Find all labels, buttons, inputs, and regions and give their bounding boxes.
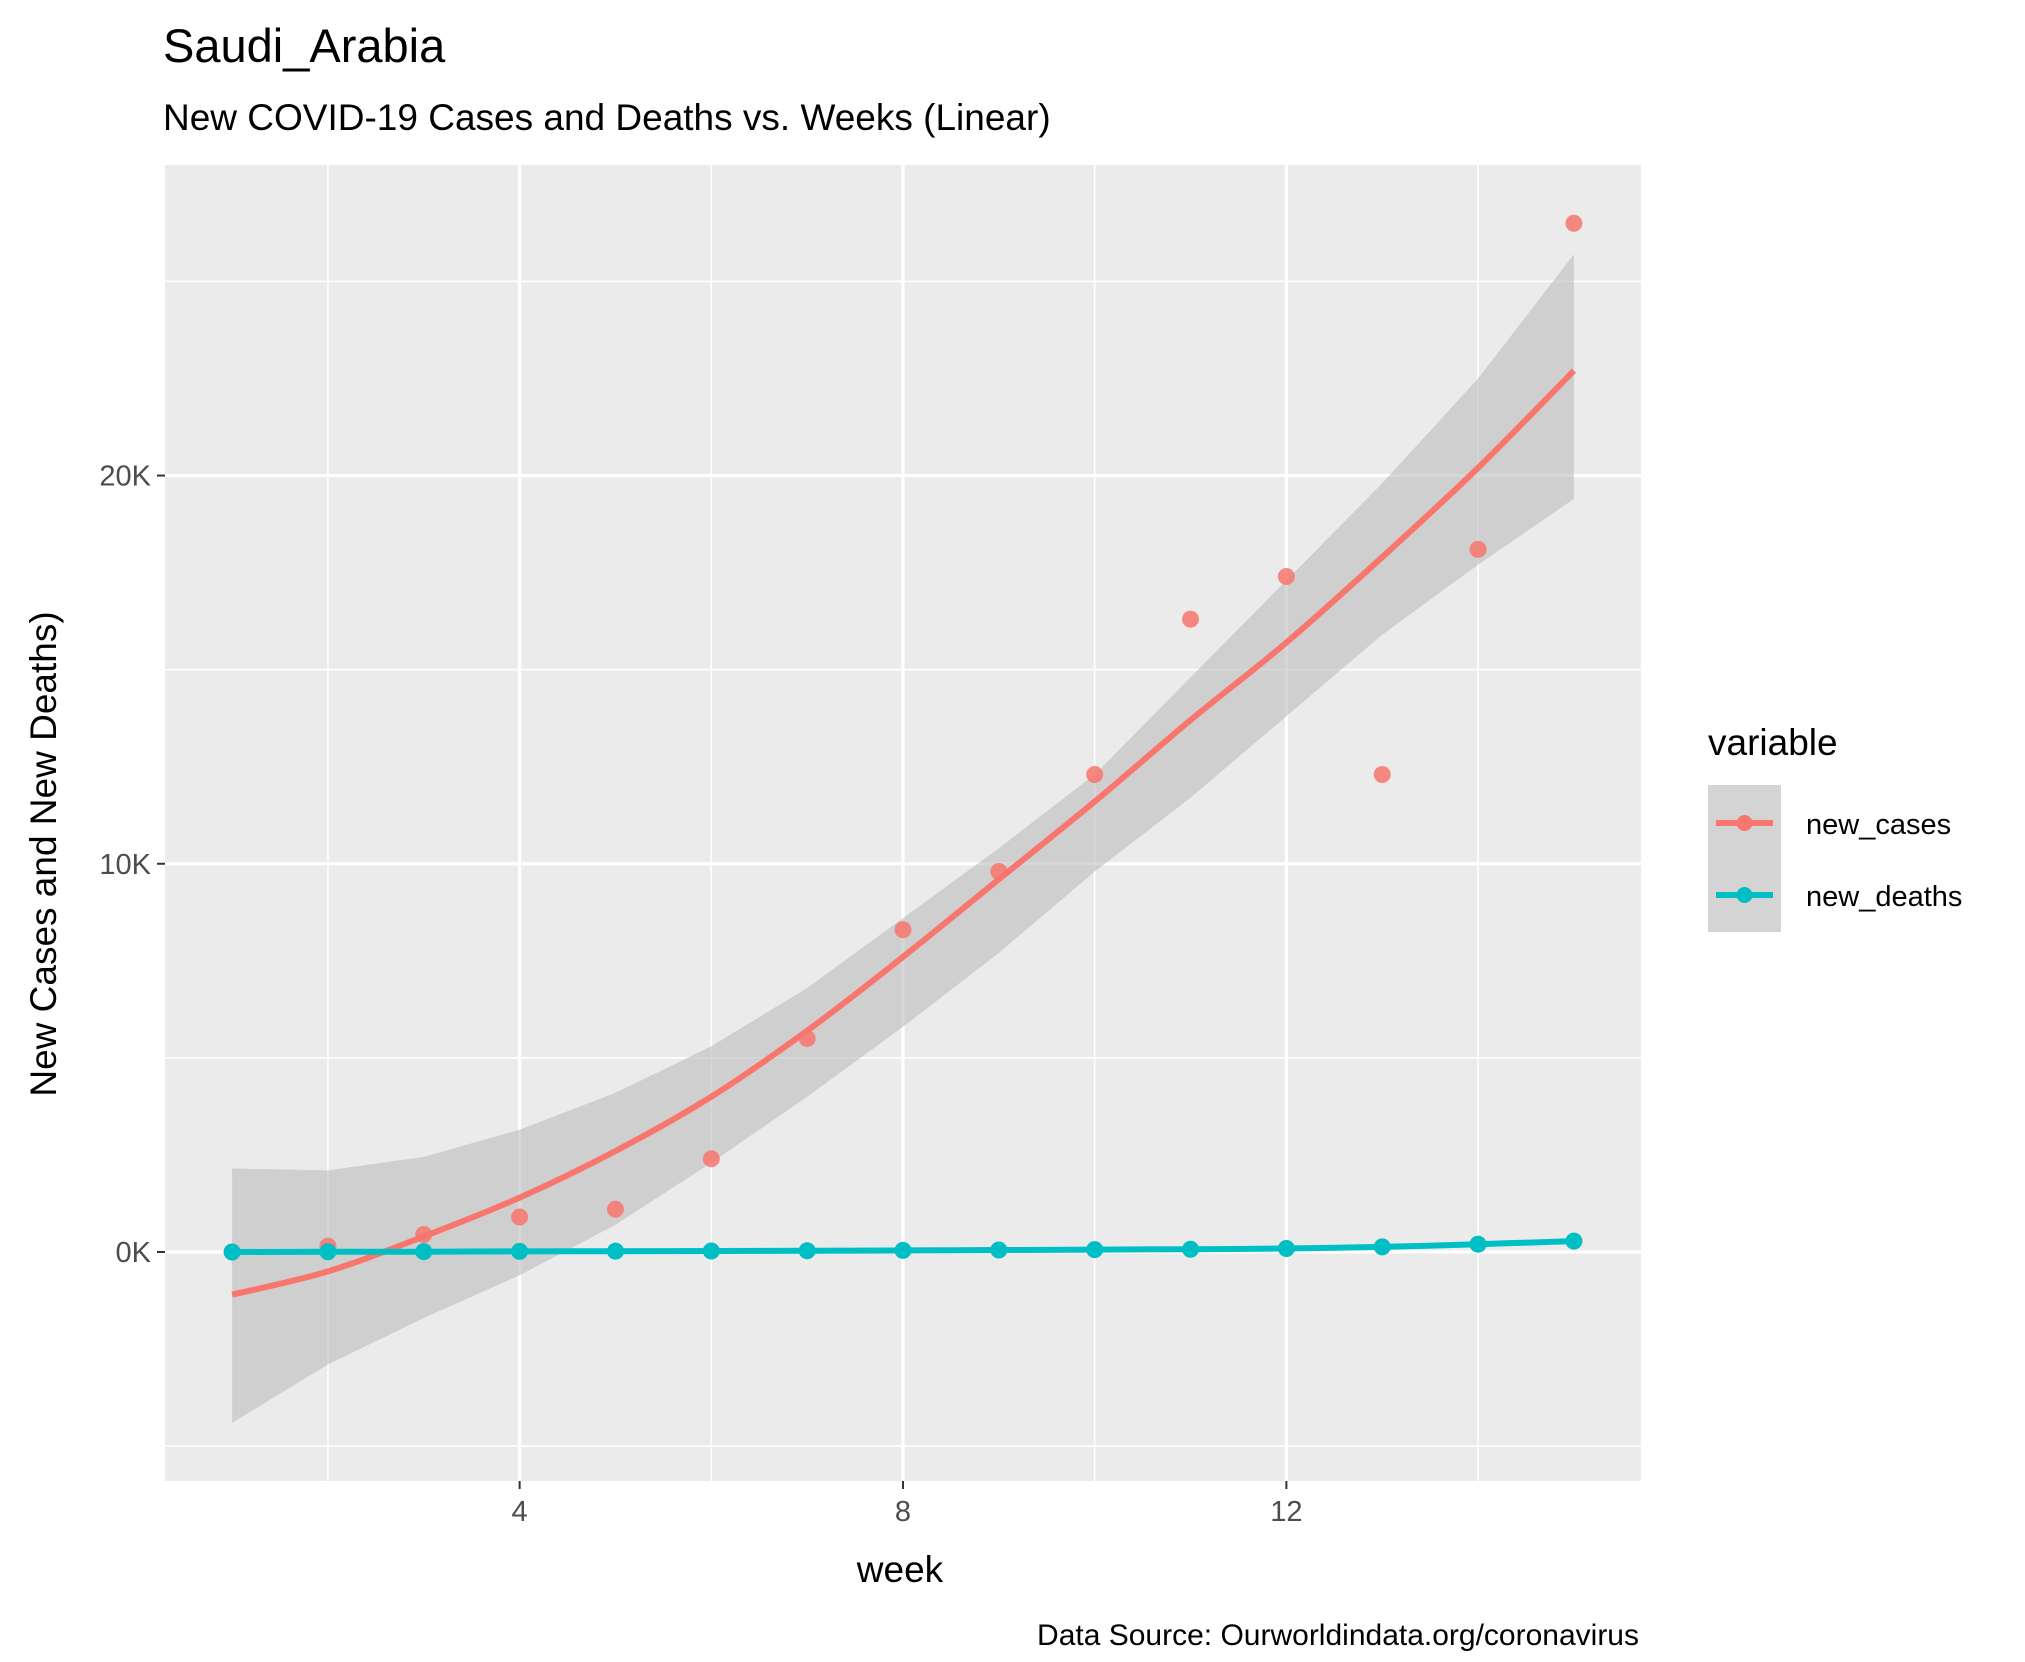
new-cases-point — [990, 863, 1008, 881]
new-cases-point — [1373, 765, 1391, 783]
new-cases-point — [1182, 610, 1200, 628]
new-deaths-point — [798, 1242, 816, 1260]
y-tick-label: 0K — [116, 1237, 152, 1269]
new-deaths-point — [606, 1242, 624, 1260]
new-deaths-point — [223, 1243, 241, 1261]
new-deaths-point — [1469, 1235, 1487, 1253]
new-deaths-point — [1277, 1239, 1295, 1257]
new-deaths-point — [511, 1242, 529, 1260]
new-deaths-point — [415, 1243, 433, 1261]
x-tick-label: 4 — [512, 1496, 528, 1528]
legend-label-new-deaths: new_deaths — [1806, 881, 1962, 913]
y-tick-label: 10K — [99, 849, 151, 881]
chart-title: Saudi_Arabia — [163, 19, 446, 72]
chart-subtitle: New COVID-19 Cases and Deaths vs. Weeks … — [163, 97, 1051, 138]
new-deaths-point — [1182, 1240, 1200, 1258]
legend: variable new_cases new_deaths — [1708, 722, 1962, 932]
new-cases-point — [415, 1225, 433, 1243]
y-axis-title: New Cases and New Deaths) — [23, 611, 64, 1096]
new-deaths-point — [1086, 1241, 1104, 1259]
x-axis-title: week — [856, 1549, 944, 1590]
new-deaths-point — [894, 1241, 912, 1259]
new-cases-point — [511, 1208, 529, 1226]
new-cases-confidence-band — [232, 254, 1574, 1423]
new-cases-trend-line — [231, 368, 1577, 1298]
new-cases-point — [1086, 765, 1104, 783]
legend-key-new-deaths-point — [1736, 887, 1753, 903]
new-cases-point — [1469, 540, 1487, 558]
x-tick-label: 8 — [895, 1496, 911, 1528]
legend-label-new-cases: new_cases — [1806, 809, 1951, 841]
legend-key-new-cases-point — [1736, 815, 1753, 831]
new-cases-point — [606, 1200, 624, 1218]
new-deaths-point — [319, 1243, 337, 1261]
y-tick-label: 20K — [99, 461, 151, 493]
new-deaths-point — [990, 1241, 1008, 1259]
legend-key-background — [1708, 785, 1781, 932]
new-cases-point — [1277, 567, 1295, 585]
data-source-caption: Data Source: Ourworldindata.org/coronavi… — [1037, 1619, 1639, 1652]
new-cases-point — [702, 1150, 720, 1168]
new-cases-point — [1565, 214, 1583, 232]
legend-title: variable — [1708, 722, 1838, 763]
new-deaths-point — [1565, 1232, 1583, 1250]
new-cases-point — [798, 1029, 816, 1047]
new-deaths-point — [702, 1242, 720, 1260]
new-cases-point — [894, 921, 912, 939]
plot-area: 0K 10K 20K 4 8 12 — [99, 165, 1641, 1528]
new-deaths-point — [1373, 1238, 1391, 1256]
x-tick-label: 12 — [1270, 1496, 1302, 1528]
